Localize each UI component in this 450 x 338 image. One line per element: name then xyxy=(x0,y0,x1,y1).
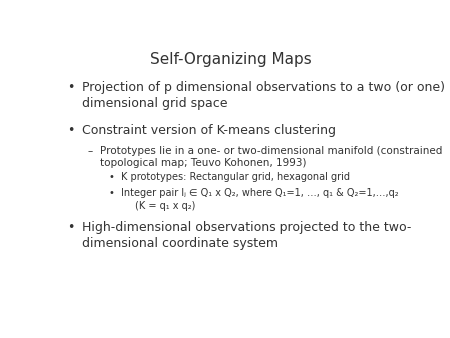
Text: Constraint version of K-means clustering: Constraint version of K-means clustering xyxy=(82,124,337,137)
Text: •: • xyxy=(67,124,74,137)
Text: •: • xyxy=(108,188,114,198)
Text: Prototypes lie in a one- or two-dimensional manifold (constrained
topological ma: Prototypes lie in a one- or two-dimensio… xyxy=(100,146,442,168)
Text: K prototypes: Rectangular grid, hexagonal grid: K prototypes: Rectangular grid, hexagona… xyxy=(121,172,350,182)
Text: •: • xyxy=(108,172,114,182)
Text: •: • xyxy=(67,221,74,235)
Text: High-dimensional observations projected to the two-
dimensional coordinate syste: High-dimensional observations projected … xyxy=(82,221,412,250)
Text: Self-Organizing Maps: Self-Organizing Maps xyxy=(150,52,311,67)
Text: •: • xyxy=(67,81,74,94)
Text: Projection of p dimensional observations to a two (or one)
dimensional grid spac: Projection of p dimensional observations… xyxy=(82,81,446,110)
Text: Integer pair lⱼ ∈ Q₁ x Q₂, where Q₁=1, …, q₁ & Q₂=1,…,q₂: Integer pair lⱼ ∈ Q₁ x Q₂, where Q₁=1, …… xyxy=(121,188,398,198)
Text: –: – xyxy=(88,146,93,156)
Text: (K = q₁ x q₂): (K = q₁ x q₂) xyxy=(135,201,195,211)
